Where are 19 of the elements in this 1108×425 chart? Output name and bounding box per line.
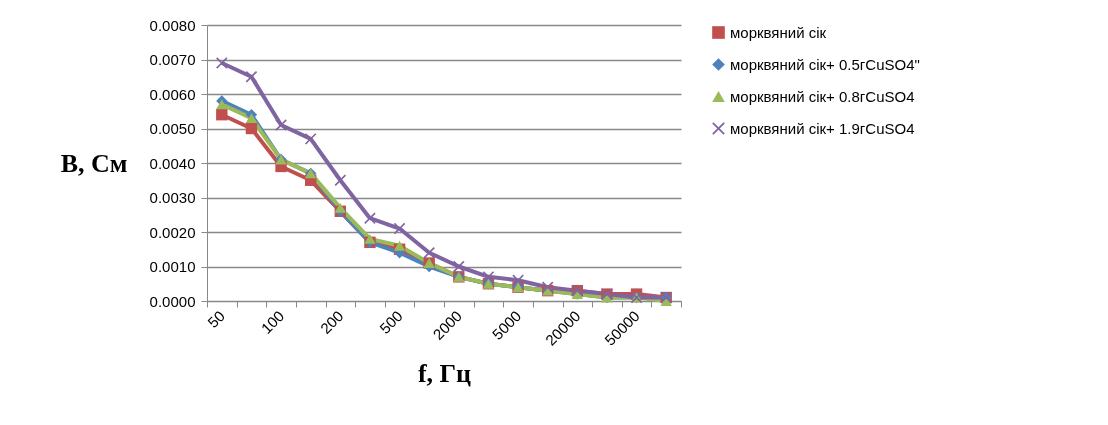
legend-label: морквяний сік+ 0.5гCuSO4" [730,55,920,73]
legend-label: морквяний сік+ 0.8гCuSO4 [730,87,915,105]
y-tick-label: 0.0070 [149,51,196,68]
y-tick-label: 0.0060 [149,85,196,103]
y-tick-label: 0.0020 [149,223,196,241]
y-tick-label: 0.0000 [149,292,196,310]
legend-label: морквяний сік+ 1.9гCuSO4 [730,119,915,137]
x-tick-label: 50 [204,307,228,331]
legend-label: морквяний сік [730,23,827,41]
y-axis-title: B, См [60,148,128,178]
x-tick-label: 500 [376,307,406,337]
y-tick-label: 0.0030 [149,189,196,206]
y-tick-label: 0.0010 [149,258,196,275]
y-tick-label: 0.0050 [149,120,196,137]
y-tick-label: 0.0040 [149,154,196,172]
x-axis-title: f, Гц [417,358,472,388]
x-tick-label: 200 [316,307,347,337]
y-tick-label: 0.0080 [149,16,196,34]
x-tick-label: 100 [257,307,288,337]
